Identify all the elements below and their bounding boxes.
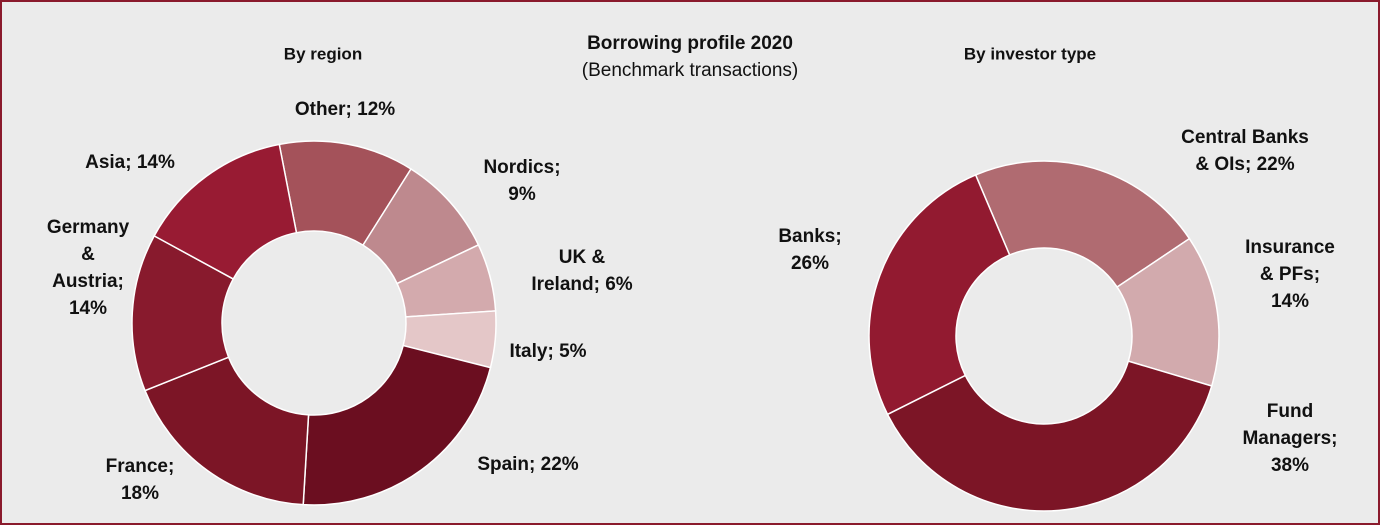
data-label: Central Banks xyxy=(1181,127,1309,148)
data-label: 18% xyxy=(121,483,159,504)
data-label: Nordics; xyxy=(483,157,560,178)
donut-slice xyxy=(886,360,1213,512)
donut-slice xyxy=(302,344,492,506)
data-label: 9% xyxy=(508,184,536,205)
donut-slice xyxy=(868,173,1011,416)
data-label: Spain; 22% xyxy=(477,454,578,475)
data-label: 14% xyxy=(69,298,107,319)
data-label: 38% xyxy=(1271,455,1309,476)
data-label: 26% xyxy=(791,253,829,274)
data-label: Other; 12% xyxy=(295,99,395,120)
data-label: Fund xyxy=(1267,401,1313,422)
data-label: & PFs; xyxy=(1260,264,1320,285)
data-label: Austria; xyxy=(52,271,124,292)
data-label: Managers; xyxy=(1242,428,1337,449)
data-label: & OIs; 22% xyxy=(1195,154,1294,175)
data-label: Asia; 14% xyxy=(85,152,175,173)
data-label: Insurance xyxy=(1245,237,1335,258)
chart-title: Borrowing profile 2020 xyxy=(587,33,793,54)
data-label: France; xyxy=(106,456,175,477)
data-label: 14% xyxy=(1271,291,1309,312)
data-label: Germany xyxy=(47,217,130,238)
data-label: Italy; 5% xyxy=(509,341,586,362)
data-label: & xyxy=(81,244,95,265)
data-label: Banks; xyxy=(778,226,841,247)
donut-slice xyxy=(974,160,1191,289)
chart-subtitle: By region xyxy=(284,44,362,63)
data-label: UK & xyxy=(559,247,606,268)
chart-subtitle: By investor type xyxy=(964,44,1096,63)
chart-subtitle: (Benchmark transactions) xyxy=(582,60,798,81)
data-label: Ireland; 6% xyxy=(531,274,632,295)
donut-slice xyxy=(144,356,310,506)
donut-slice xyxy=(153,143,298,280)
